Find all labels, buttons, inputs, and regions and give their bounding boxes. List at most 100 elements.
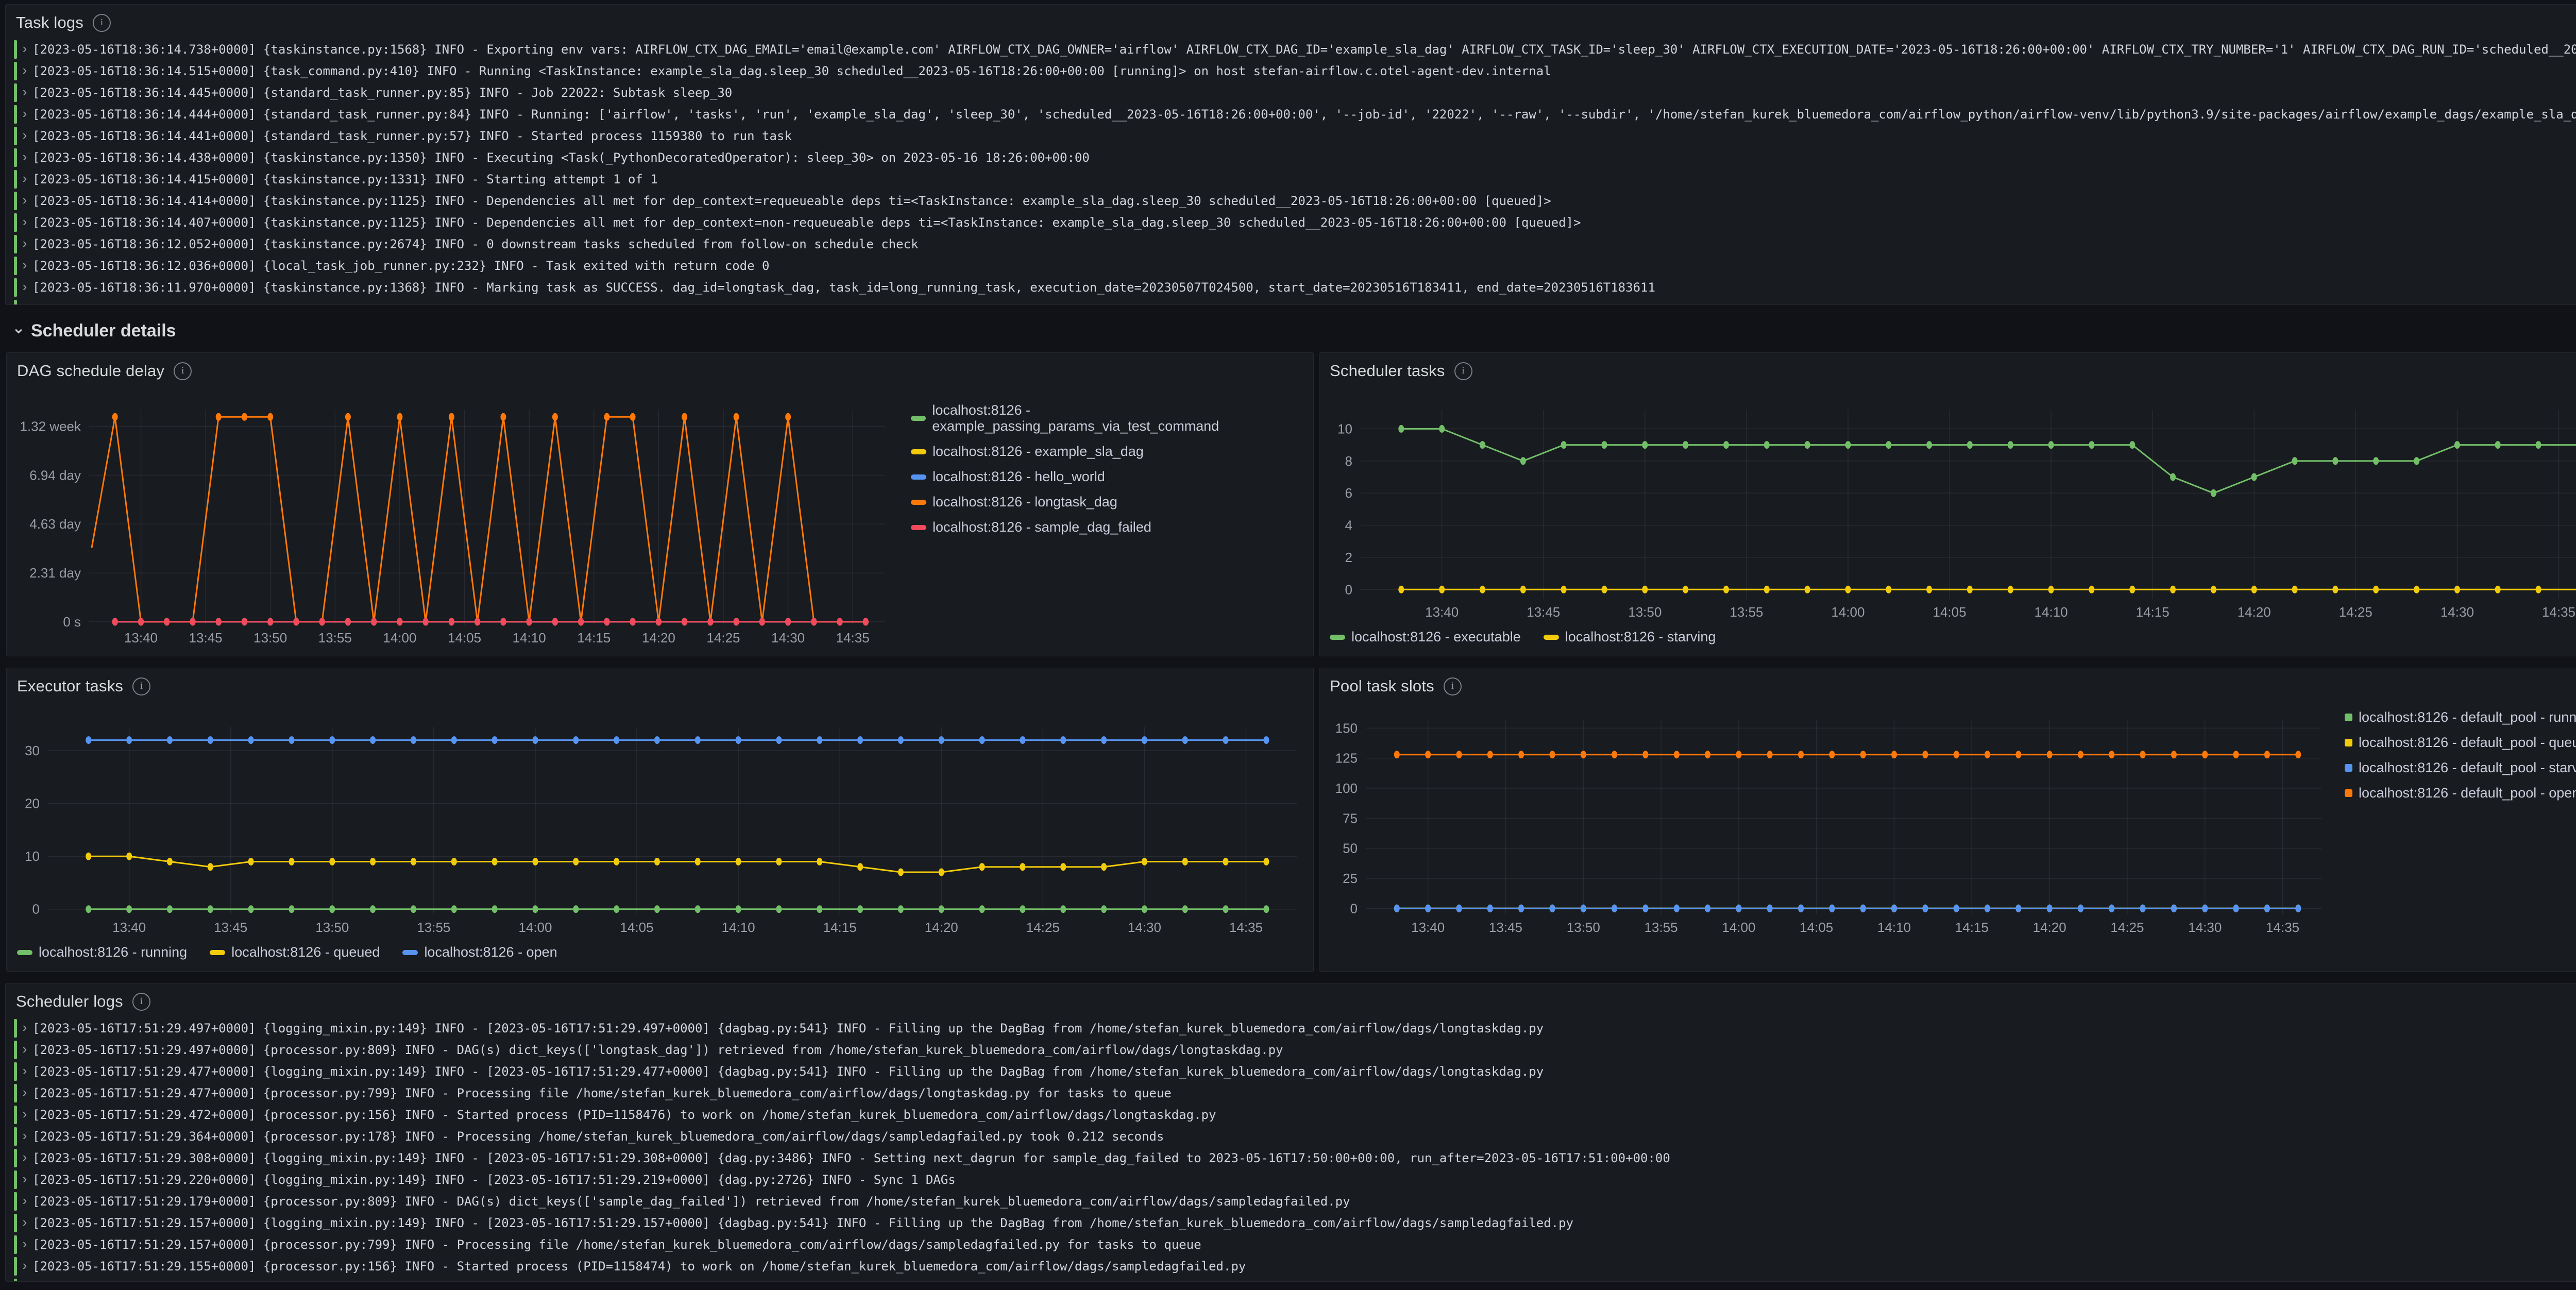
svg-text:14:35: 14:35 (2542, 604, 2575, 620)
svg-text:13:40: 13:40 (112, 920, 146, 935)
svg-text:14:15: 14:15 (2136, 604, 2170, 620)
panel-title[interactable]: Executor tasks (17, 677, 124, 695)
svg-text:14:20: 14:20 (2033, 920, 2066, 935)
legend-item[interactable]: localhost:8126 - executable (1330, 629, 1521, 645)
log-level-indicator (14, 1214, 17, 1232)
panel-header: Executor tasks i (7, 668, 1313, 704)
svg-text:13:45: 13:45 (189, 630, 223, 646)
log-row[interactable]: › [2023-05-16T18:36:14.738+0000] {taskins… (6, 39, 2576, 60)
legend-item[interactable]: localhost:8126 - default_pool - open (2345, 785, 2576, 801)
log-line-text: [2023-05-16T18:36:14.441+0000] {standard… (32, 129, 792, 143)
svg-text:13:40: 13:40 (1411, 920, 1445, 935)
log-row[interactable]: › [2023-05-16T18:36:14.445+0000] {standar… (6, 82, 2576, 104)
log-line-text: [2023-05-16T18:36:14.445+0000] {standard… (32, 86, 733, 100)
info-icon[interactable]: i (93, 13, 111, 32)
info-icon[interactable]: i (1443, 677, 1462, 695)
log-row[interactable]: › [2023-05-16T18:36:11.970+0000] {taskins… (6, 277, 2576, 298)
svg-text:13:40: 13:40 (124, 630, 158, 646)
legend-item[interactable]: localhost:8126 - default_pool - queued (2345, 735, 2576, 751)
expand-chevron-icon: › (22, 1171, 27, 1186)
legend-label: localhost:8126 - default_pool - open (2359, 785, 2576, 801)
log-level-indicator (14, 1257, 17, 1276)
series-color-marker (17, 949, 32, 955)
legend-item[interactable]: localhost:8126 - longtask_dag (911, 494, 1313, 510)
log-row[interactable]: › [2023-05-16T17:51:29.472+0000] {process… (6, 1104, 2576, 1126)
series-color-marker (911, 474, 926, 480)
log-row[interactable]: › [2023-05-16T18:36:12.052+0000] {taskins… (6, 233, 2576, 255)
pool-task-slots-panel: Pool task slots i 13:40 13:45 13:50 13:55 14… (1319, 668, 2576, 972)
legend: localhost:8126 - example_passing_params_… (911, 402, 1313, 535)
svg-text:13:45: 13:45 (1489, 920, 1522, 935)
info-icon[interactable]: i (1454, 362, 1472, 380)
section-header-scheduler-details[interactable]: Scheduler details (11, 318, 176, 343)
svg-text:14:25: 14:25 (706, 630, 740, 646)
svg-text:20: 20 (25, 796, 40, 811)
legend-item[interactable]: localhost:8126 - open (402, 944, 557, 960)
log-row[interactable]: › [2023-05-16T17:51:29.477+0000] {process… (6, 1082, 2576, 1104)
log-line-text: [2023-05-16T17:51:29.157+0000] {processo… (32, 1237, 1201, 1252)
svg-text:125: 125 (1335, 751, 1358, 766)
legend-item[interactable]: localhost:8126 - default_pool - running (2345, 709, 2576, 725)
log-row[interactable]: › [2023-05-16T18:36:14.414+0000] {taskins… (6, 190, 2576, 212)
chart-canvas[interactable]: 13:40 13:45 13:50 13:55 14:00 14:05 14:10 14:15… (7, 704, 1313, 971)
panel-title[interactable]: Task logs (16, 13, 84, 31)
svg-text:10: 10 (25, 848, 40, 864)
series-color-marker (1543, 634, 1559, 640)
log-level-indicator (14, 1235, 17, 1254)
panel-title[interactable]: Scheduler logs (16, 992, 123, 1010)
chart-canvas[interactable]: 13:40 13:45 13:50 13:55 14:00 14:05 14:10 14:15… (1319, 389, 2576, 656)
log-row[interactable]: › [2023-05-16T18:36:14.515+0000] {task_co… (6, 60, 2576, 82)
log-row[interactable]: › [2023-05-16T17:51:29.477+0000] {logging… (6, 1061, 2576, 1082)
log-row[interactable]: › [2023-05-16T18:36:14.438+0000] {taskins… (6, 147, 2576, 168)
log-row[interactable]: › [2023-05-16T17:51:29.157+0000] {process… (6, 1234, 2576, 1255)
log-row[interactable]: › [2023-05-16T18:36:12.036+0000] {local_t… (6, 255, 2576, 277)
svg-text:0: 0 (32, 902, 40, 917)
legend-item[interactable]: localhost:8126 - default_pool - starving (2345, 760, 2576, 776)
svg-text:14:05: 14:05 (1800, 920, 1833, 935)
legend-item[interactable]: localhost:8126 - hello_world (911, 469, 1313, 485)
legend-item[interactable]: localhost:8126 - example_passing_params_… (911, 402, 1313, 434)
svg-text:13:50: 13:50 (315, 920, 349, 935)
chart-canvas[interactable]: 13:40 13:45 13:50 13:55 14:00 14:05 14:10 14:15… (1319, 704, 2576, 971)
legend-item[interactable]: localhost:8126 - running (17, 944, 187, 960)
info-icon[interactable]: i (174, 362, 192, 380)
log-row[interactable]: › [2023-05-16T17:51:29.155+0000] {process… (6, 1255, 2576, 1277)
log-level-indicator (14, 62, 17, 80)
panel-title[interactable]: Pool task slots (1330, 677, 1434, 695)
legend-item[interactable]: localhost:8126 - queued (210, 944, 380, 960)
log-row[interactable]: › [2023-05-16T18:36:14.407+0000] {taskins… (6, 212, 2576, 233)
log-row[interactable] (6, 1277, 2576, 1281)
legend-item[interactable]: localhost:8126 - example_sla_dag (911, 444, 1313, 460)
log-row[interactable]: › [2023-05-16T18:36:14.415+0000] {taskins… (6, 168, 2576, 190)
expand-chevron-icon: › (22, 1236, 27, 1251)
svg-text:13:55: 13:55 (417, 920, 450, 935)
legend-item[interactable]: localhost:8126 - starving (1543, 629, 1716, 645)
series-color-marker (1330, 634, 1345, 640)
svg-text:6.94 day: 6.94 day (29, 467, 81, 483)
task-log-rows: › [2023-05-16T18:36:14.738+0000] {taskins… (6, 39, 2576, 304)
panel-title[interactable]: Scheduler tasks (1330, 362, 1445, 380)
panel-title[interactable]: DAG schedule delay (17, 362, 165, 380)
legend: localhost:8126 - default_pool - running l… (2345, 709, 2576, 801)
series-color-marker (911, 449, 926, 454)
svg-text:14:10: 14:10 (1877, 920, 1911, 935)
log-row[interactable]: › [2023-05-16T17:51:29.157+0000] {logging… (6, 1212, 2576, 1234)
log-row[interactable]: › [2023-05-16T17:51:29.179+0000] {process… (6, 1191, 2576, 1212)
log-line-text: [2023-05-16T17:51:29.364+0000] {processo… (32, 1129, 1164, 1144)
legend-item[interactable]: localhost:8126 - sample_dag_failed (911, 519, 1313, 535)
log-level-indicator (14, 1192, 17, 1211)
log-row[interactable]: › [2023-05-16T18:36:14.441+0000] {standar… (6, 125, 2576, 147)
info-icon[interactable]: i (132, 677, 151, 695)
log-level-indicator (14, 1149, 17, 1167)
svg-text:1.32 week: 1.32 week (20, 418, 81, 434)
log-row[interactable]: › [2023-05-16T17:51:29.497+0000] {logging… (6, 1017, 2576, 1039)
log-row[interactable]: › [2023-05-16T17:51:29.220+0000] {logging… (6, 1169, 2576, 1191)
log-row[interactable] (6, 298, 2576, 304)
log-row[interactable]: › [2023-05-16T17:51:29.497+0000] {process… (6, 1039, 2576, 1061)
log-line-text: [2023-05-16T18:36:14.407+0000] {taskinst… (32, 215, 1581, 230)
info-icon[interactable]: i (132, 992, 150, 1011)
log-row[interactable]: › [2023-05-16T17:51:29.308+0000] {logging… (6, 1147, 2576, 1169)
chart-canvas[interactable]: 13:40 13:45 13:50 13:55 14:00 14:05 14:10 14:15… (7, 389, 1313, 656)
log-row[interactable]: › [2023-05-16T17:51:29.364+0000] {process… (6, 1126, 2576, 1147)
log-row[interactable]: › [2023-05-16T18:36:14.444+0000] {standar… (6, 104, 2576, 125)
